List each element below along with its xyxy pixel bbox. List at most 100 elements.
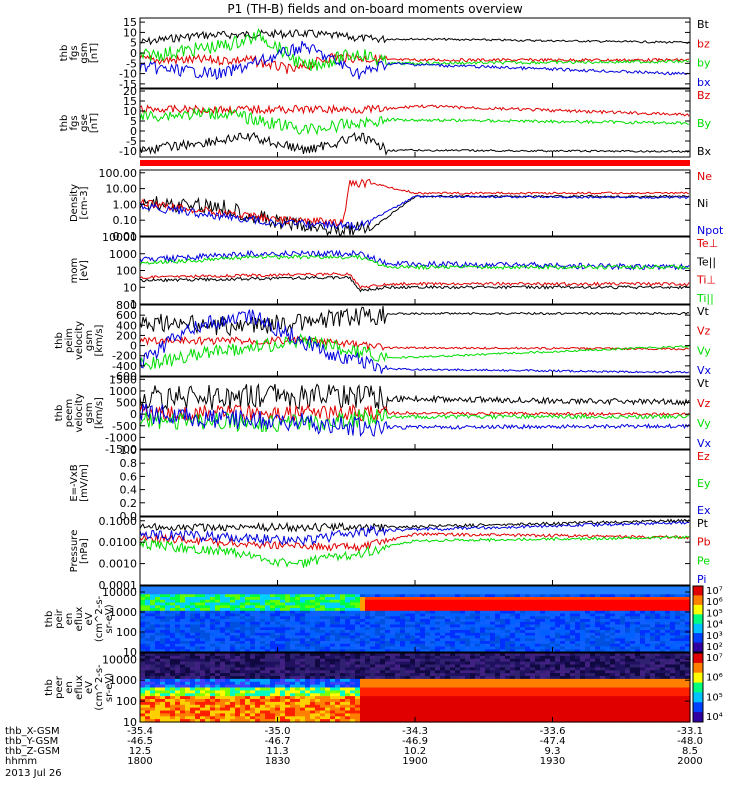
ylabel-line: Pressure [69, 530, 80, 573]
spectrogram-cell [575, 605, 581, 609]
spectrogram-cell [540, 676, 546, 680]
spectrogram-cell [475, 655, 481, 660]
spectrogram-cell [640, 616, 646, 620]
spectrogram-cell [305, 661, 311, 666]
spectrogram-cell [280, 594, 286, 598]
spectrogram-cell [505, 664, 511, 668]
spectrogram-cell [255, 616, 261, 620]
spectrogram-cell [625, 627, 631, 631]
spectrogram-cell [155, 681, 161, 686]
spectrogram-cell [425, 621, 431, 626]
spectrogram-cell [245, 605, 251, 609]
spectrogram-cell [185, 635, 191, 639]
spectrogram-cell [140, 670, 146, 674]
legend-entry: Vy [697, 344, 711, 357]
spectrogram-cell [480, 599, 486, 604]
spectrogram-cell [555, 710, 561, 714]
spectrogram-cell [555, 632, 561, 637]
spectrogram-cell [555, 641, 561, 645]
spectrogram-cell [390, 641, 396, 645]
spectrogram-cell [240, 681, 246, 686]
spectrogram-cell [635, 641, 641, 645]
spectrogram-cell [435, 673, 441, 677]
spectrogram-cell [180, 701, 186, 706]
spectrogram-cell [165, 624, 171, 628]
spectrogram-cell [335, 690, 341, 694]
spectrogram-cell [370, 586, 376, 590]
spectrogram-cell [360, 646, 366, 650]
spectrogram-cell [150, 624, 156, 628]
spectrogram-cell [445, 635, 451, 639]
spectrogram-cell [685, 616, 691, 620]
spectrogram-cell [300, 696, 306, 700]
spectrogram-cell [425, 619, 431, 623]
spectrogram-cell [405, 676, 411, 680]
spectrogram-cell [575, 632, 581, 637]
spectrogram-cell [170, 635, 176, 639]
spectrogram-cell [495, 655, 501, 660]
spectrogram-cell [675, 619, 681, 623]
spectrogram-cell [285, 608, 291, 612]
spectrogram-cell [425, 632, 431, 637]
spectrogram-cell [535, 649, 541, 653]
spectrogram-cell [445, 599, 451, 604]
spectrogram-cell [400, 624, 406, 628]
spectrogram-cell [680, 630, 686, 634]
spectrogram-cell [380, 699, 386, 703]
spectrogram-cell [615, 649, 621, 653]
spectrogram-cell [390, 653, 396, 657]
spectrogram-cell [340, 619, 346, 623]
spectrogram-cell [500, 687, 506, 691]
spectrogram-cell [655, 643, 661, 648]
spectrogram-cell [470, 610, 476, 615]
spectrogram-cell [470, 681, 476, 686]
spectrogram-cell [335, 630, 341, 634]
spectrogram-cell [610, 594, 616, 598]
spectrogram-cell [550, 597, 556, 601]
spectrogram-cell [395, 635, 401, 639]
spectrogram-cell [650, 630, 656, 634]
spectrogram-cell [155, 719, 161, 723]
spectrogram-cell [505, 594, 511, 598]
spectrogram-cell [495, 707, 501, 712]
spectrogram-cell [320, 693, 326, 697]
spectrogram-cell [515, 599, 521, 604]
spectrogram-cell [675, 588, 681, 593]
spectrogram-cell [530, 597, 536, 601]
spectrogram-cell [620, 632, 626, 637]
spectrogram-cell [495, 624, 501, 628]
spectrogram-cell [455, 696, 461, 700]
spectrogram-cell [440, 699, 446, 703]
spectrogram-cell [460, 707, 466, 712]
spectrogram-cell [350, 632, 356, 637]
spectrogram-cell [615, 599, 621, 604]
spectrogram-cell [245, 608, 251, 612]
spectrogram-cell [195, 594, 201, 598]
spectrogram-cell [180, 635, 186, 639]
spectrogram-cell [165, 710, 171, 714]
spectrogram-cell [415, 673, 421, 677]
spectrogram-cell [160, 597, 166, 601]
spectrogram-cell [620, 627, 626, 631]
spectrogram-cell [525, 678, 531, 683]
spectrogram-cell [615, 621, 621, 626]
spectrogram-cell [500, 658, 506, 663]
spectrogram-cell [335, 591, 341, 595]
spectrogram-cell [510, 586, 516, 590]
spectrogram-cell [365, 673, 371, 677]
spectrogram-cell [560, 667, 566, 671]
spectrogram-cell [660, 641, 666, 645]
spectrogram-cell [145, 594, 151, 598]
spectrogram-cell [240, 716, 246, 720]
spectrogram-cell [540, 655, 546, 660]
spectrogram-cell [265, 699, 271, 703]
ytick-label: 0.0 [120, 510, 138, 523]
spectrogram-cell [485, 678, 491, 683]
spectrogram-cell [170, 667, 176, 671]
spectrogram-cell [175, 613, 181, 617]
spectrogram-cell [535, 610, 541, 615]
spectrogram-cell [400, 655, 406, 660]
spectrogram-cell [510, 627, 516, 631]
spectrogram-cell [190, 621, 196, 626]
spectrogram-cell [675, 608, 681, 612]
